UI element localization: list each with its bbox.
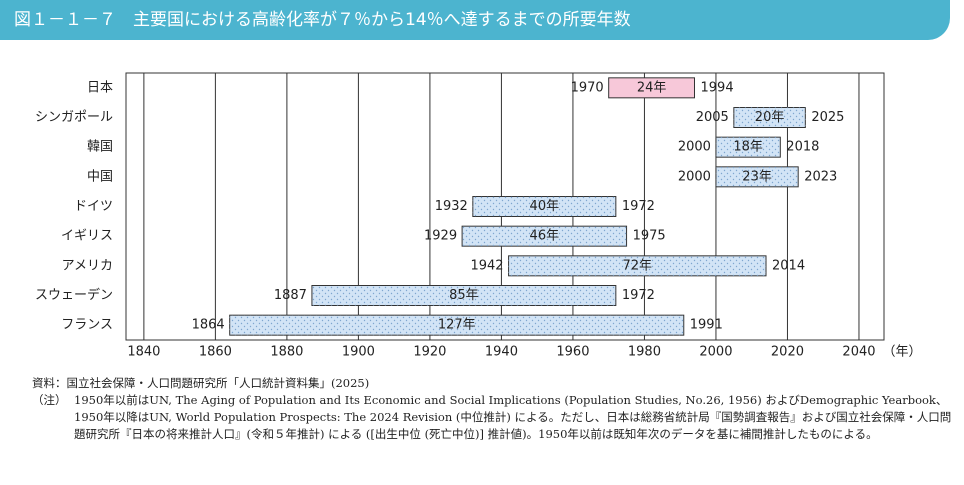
y-category-label: アメリカ [62, 258, 113, 273]
x-tick-label: 1840 [127, 345, 160, 360]
bar-texture [311, 285, 616, 306]
bar-texture [715, 137, 781, 158]
bar-texture [508, 255, 767, 276]
bar-texture [733, 107, 806, 128]
x-tick-label: 2020 [771, 345, 804, 360]
bar-duration-label: 127年 [438, 318, 476, 333]
x-tick-label: 2000 [699, 345, 732, 360]
y-category-label: ドイツ [74, 199, 113, 214]
y-category-label: 韓国 [87, 140, 113, 155]
bar-end-label: 2025 [811, 110, 844, 125]
bar-start-label: 2000 [678, 140, 711, 155]
bar-end-label: 1972 [622, 288, 655, 303]
bar-end-label: 1991 [690, 318, 723, 333]
chart: 1840 1860 1880 1900 1920 1940 1960 1980 2000 2020… [35, 72, 922, 360]
x-tick-label: 1960 [556, 345, 589, 360]
bar-end-label: 1972 [622, 199, 655, 214]
y-category-label: スウェーデン [35, 287, 113, 303]
bar-duration-label: 18年 [733, 140, 763, 155]
bar-start-label: 1932 [435, 199, 468, 214]
note-block: （注） 1950年以前はUN, The Aging of Population … [32, 392, 952, 443]
y-category-label: フランス [61, 318, 113, 333]
bar-duration-label: 85年 [449, 288, 479, 303]
bar-start-label: 2005 [696, 110, 729, 125]
bar-duration-label: 24年 [637, 80, 667, 95]
y-category-label: イギリス [61, 229, 113, 244]
x-tick-label: 1980 [628, 345, 661, 360]
bar-start-label: 1970 [571, 80, 604, 95]
y-category-label: 中国 [87, 169, 113, 184]
bar-start-label: 1942 [470, 258, 503, 273]
x-tick-label: 1880 [270, 345, 303, 360]
bar-end-label: 2018 [786, 140, 819, 155]
bar-start-label: 2000 [678, 169, 711, 184]
x-tick-label: 1920 [413, 345, 446, 360]
bar-end-label: 2023 [804, 169, 837, 184]
bar-start-label: 1864 [192, 318, 225, 333]
x-axis-label: （年） [882, 345, 921, 360]
bar-duration-label: 46年 [530, 229, 560, 244]
bar-duration-label: 23年 [742, 169, 772, 184]
bar-duration-label: 20年 [755, 110, 785, 125]
bar-texture [715, 166, 799, 187]
bar-duration-label: 40年 [530, 199, 560, 214]
x-tick-label: 1940 [485, 345, 518, 360]
bar-end-label: 1975 [633, 229, 666, 244]
bar-texture [462, 226, 627, 247]
note-label: （注） [32, 393, 67, 407]
source-note: 資料：国立社会保障・人口問題研究所「人口統計資料集」(2025) [32, 376, 370, 390]
bar-texture [229, 315, 684, 336]
chart-title: 図１－１－７ 主要国における高齢化率が７％から14％へ達するまでの所要年数 [0, 0, 950, 40]
bar-end-label: 1994 [701, 80, 734, 95]
bar-duration-label: 72年 [623, 258, 653, 273]
x-tick-label: 1860 [199, 345, 232, 360]
bar [608, 77, 695, 99]
x-tick-label: 2040 [842, 345, 875, 360]
x-tick-label: 1900 [342, 345, 375, 360]
bar-start-label: 1929 [424, 229, 457, 244]
bar-texture [472, 196, 616, 217]
y-category-label: シンガポール [35, 110, 113, 125]
bar-end-label: 2014 [772, 258, 805, 273]
bar-start-label: 1887 [274, 288, 307, 303]
y-category-label: 日本 [87, 80, 113, 95]
note-text: 1950年以前はUN, The Aging of Population and … [74, 393, 952, 441]
